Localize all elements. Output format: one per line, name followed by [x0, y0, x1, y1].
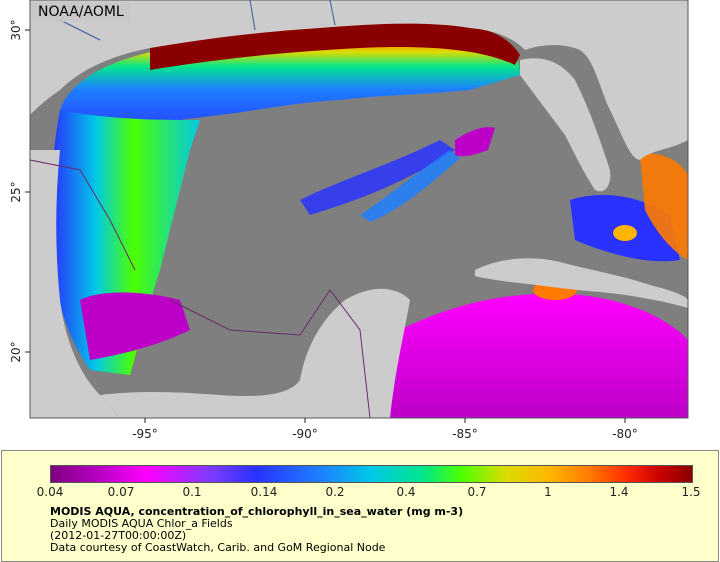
offshore-streak-1	[300, 140, 455, 215]
lon-tick-label: -90°	[292, 427, 318, 441]
lat-axis: 30° 25° 20°	[9, 19, 30, 363]
legend-dataset: Daily MODIS AQUA Chlor_a Fields	[50, 517, 233, 530]
lon-axis: -95° -90° -85° -80°	[132, 418, 638, 441]
colorbar-tick-label: 1	[544, 485, 552, 499]
bay-of-campeche-low	[80, 292, 190, 360]
colorbar-tick-label: 0.07	[107, 485, 135, 499]
rivers	[59, 0, 336, 41]
colorbar-tick-label: 0.7	[467, 485, 487, 499]
colorbar-tick-label: 1.4	[609, 485, 629, 499]
lon-tick-label: -80°	[612, 427, 638, 441]
coastal-high-chlorophyll	[150, 22, 520, 70]
lat-tick-label: 30°	[9, 19, 23, 40]
caribbean-chlorophyll	[360, 293, 688, 418]
colorbar-tick-label: 0.04	[36, 485, 64, 499]
colorbar-tick-label: 0.1	[182, 485, 202, 499]
florida-peninsula	[520, 58, 611, 192]
political-border-south	[169, 289, 371, 419]
legend-credit: Data courtesy of CoastWatch, Carib. and …	[50, 541, 386, 554]
colorbar	[50, 465, 693, 483]
colorbar-tick-label: 0.4	[396, 485, 416, 499]
cuba-land	[475, 258, 688, 308]
colorbar-tick-label: 1.5	[681, 485, 701, 499]
colorbar-tick-label: 0.14	[250, 485, 278, 499]
mexico-land	[30, 150, 120, 418]
north-america-land	[30, 0, 688, 160]
political-border	[29, 159, 136, 271]
colorbar-tick-label: 0.2	[325, 485, 345, 499]
yucatan-land	[100, 288, 410, 418]
legend-title: MODIS AQUA, concentration_of_chlorophyll…	[50, 505, 464, 518]
lon-tick-label: -85°	[452, 427, 478, 441]
chlorophyll-map: -95° -90° -85° -80° 30° 25° 20°	[9, 0, 689, 441]
credit-label: NOAA/AOML	[32, 2, 130, 22]
lat-tick-label: 25°	[9, 181, 23, 202]
legend-timestamp: (2012-01-27T00:00:00Z)	[50, 529, 187, 542]
lat-tick-label: 20°	[9, 341, 23, 362]
offshore-patch	[455, 127, 495, 157]
offshore-streak-2	[360, 150, 460, 222]
plot-border	[29, 0, 689, 419]
lon-tick-label: -95°	[132, 427, 158, 441]
legend-panel: 0.04 0.07 0.1 0.14 0.2 0.4 0.7 1 1.4 1.5…	[1, 450, 719, 562]
map-frame: -95° -90° -85° -80° 30° 25° 20° NOAA/AOM…	[9, 0, 689, 441]
bank-hotspot	[613, 225, 637, 241]
bahamas-bank	[640, 153, 688, 260]
